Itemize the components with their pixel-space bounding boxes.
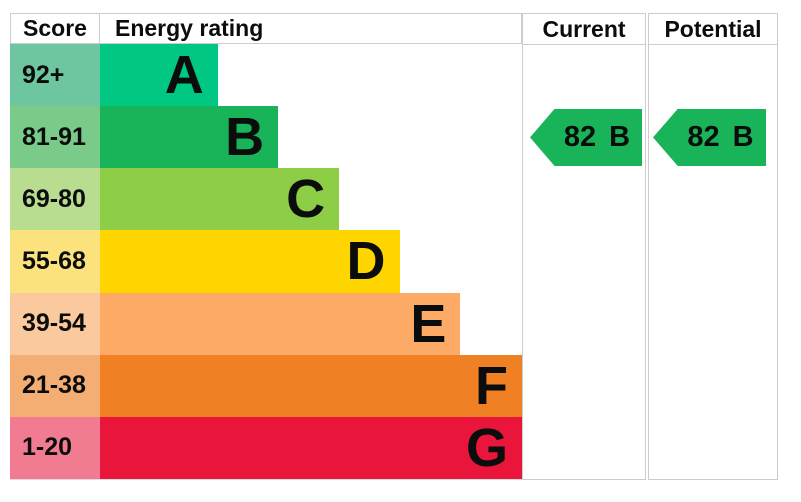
band-score-cell: 55-68 <box>10 230 100 293</box>
band-score-cell: 39-54 <box>10 292 100 355</box>
band-row: 81-91 B <box>10 106 522 169</box>
band-letter: A <box>164 45 204 106</box>
band-letter: F <box>475 355 508 416</box>
energy-rating-header-label: Energy rating <box>115 15 264 41</box>
band-score-cell: 92+ <box>10 44 100 107</box>
current-rating-arrow: 82 B <box>530 108 642 167</box>
band-letter: C <box>286 169 326 230</box>
band-score-cell: 1-20 <box>10 416 100 479</box>
band-bar: G <box>100 416 522 479</box>
score-column-header: Score <box>10 13 100 44</box>
score-header-label: Score <box>23 15 87 41</box>
band-letter: D <box>346 231 386 292</box>
band-bar: F <box>100 354 522 417</box>
current-rating-letter: B <box>609 120 631 153</box>
band-bar: D <box>100 230 400 293</box>
band-table: 92+ A 81-91 B 69-80 C 55-68 D 39-54 <box>10 44 522 480</box>
current-rating-value: 82 <box>563 120 597 153</box>
band-score-cell: 81-91 <box>10 106 100 169</box>
band-bar: B <box>100 106 279 169</box>
band-row: 1-20 G <box>10 416 522 479</box>
band-row: 92+ A <box>10 44 522 107</box>
band-bar: E <box>100 292 461 355</box>
band-bar: C <box>100 168 340 231</box>
potential-rating-arrow: 82 B <box>653 108 766 167</box>
potential-column-header: Potential <box>649 14 777 45</box>
band-bar: A <box>100 44 218 107</box>
current-column-header: Current <box>523 14 645 45</box>
potential-column: Potential <box>648 13 778 480</box>
band-row: 69-80 C <box>10 168 522 231</box>
band-score-cell: 21-38 <box>10 354 100 417</box>
band-letter: G <box>465 417 508 478</box>
potential-rating-letter: B <box>732 120 754 153</box>
band-row: 55-68 D <box>10 230 522 293</box>
band-row: 21-38 F <box>10 354 522 417</box>
potential-header-label: Potential <box>664 15 762 42</box>
energy-rating-column-header: Energy rating <box>100 13 522 44</box>
current-header-label: Current <box>542 15 626 42</box>
current-column: Current <box>522 13 646 480</box>
potential-rating-value: 82 <box>687 120 720 153</box>
band-row: 39-54 E <box>10 292 522 355</box>
band-letter: B <box>225 107 265 168</box>
band-score-cell: 69-80 <box>10 168 100 231</box>
band-letter: E <box>410 293 447 354</box>
